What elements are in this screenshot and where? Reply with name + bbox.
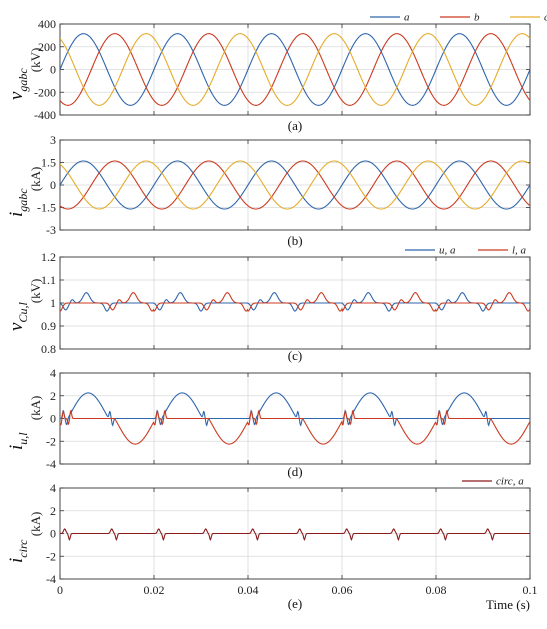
panel-caption: (c) xyxy=(288,348,302,363)
series-line-c xyxy=(60,33,530,106)
legend-label: circ, a xyxy=(496,476,524,488)
panel-a: 400 200 0 -200 -400 vgabc(kV) (a) a b c xyxy=(6,12,547,134)
y-axis-label-main: v xyxy=(6,91,27,100)
x-tick-label: 0.04 xyxy=(238,583,259,597)
y-axis-label: igabc xyxy=(6,188,30,217)
y-axis-label-main: i xyxy=(6,445,27,450)
panel-e: 4 2 0 -2 -4 icirc (kA) (e) circ, a 0 0.02 0.04 0.06 0… xyxy=(6,476,538,613)
y-tick-label: -400 xyxy=(34,108,56,122)
y-tick-label: 1.2 xyxy=(41,250,56,264)
x-tick-label: 0 xyxy=(57,583,63,597)
y-tick-label: -4 xyxy=(46,572,56,586)
series-line-c xyxy=(60,160,530,210)
panel-caption: (e) xyxy=(288,596,302,611)
y-tick-label: -3 xyxy=(46,223,56,237)
y-tick-label: 4 xyxy=(50,366,56,380)
legend-label: l, a xyxy=(512,245,527,257)
y-axis-label-sub: u,l xyxy=(16,432,30,445)
legend-label: b xyxy=(474,12,480,24)
y-tick-label: 200 xyxy=(38,40,56,54)
series-line-la xyxy=(60,292,530,312)
y-axis-label: icirc xyxy=(6,539,30,563)
x-axis-label: Time (s) xyxy=(486,597,530,612)
y-tick-label: 1.5 xyxy=(41,156,56,170)
y-tick-label: 0.9 xyxy=(41,319,56,333)
y-axis-label: vgabc xyxy=(6,68,30,100)
y-tick-label: 400 xyxy=(38,17,56,31)
y-tick-label: -2 xyxy=(46,549,56,563)
y-tick-label: -2 xyxy=(46,434,56,448)
y-tick-label: 0.8 xyxy=(41,342,56,356)
y-axis-unit: (kA) xyxy=(28,512,43,537)
legend-label: a xyxy=(404,12,410,24)
y-tick-label: 0 xyxy=(50,527,56,541)
y-tick-label: 4 xyxy=(50,481,56,495)
series-line-l xyxy=(60,409,530,445)
y-axis-label-sub: Cu,l xyxy=(16,302,30,323)
y-tick-label: 2 xyxy=(50,504,56,518)
legend-label: c xyxy=(544,12,547,24)
x-tick-label: 0.1 xyxy=(523,583,538,597)
y-axis-unit: (kA) xyxy=(28,396,43,421)
y-axis-label: iu,l xyxy=(6,432,30,450)
panel-caption: (b) xyxy=(287,233,302,248)
x-tick-label: 0.02 xyxy=(144,583,165,597)
y-axis-label: vCu,l xyxy=(6,302,30,331)
y-axis-label-main: i xyxy=(6,212,27,217)
series-line-a xyxy=(60,160,530,210)
y-tick-label: 0 xyxy=(50,178,56,192)
y-axis-label-sub: gabc xyxy=(16,68,30,92)
panel-d: 4 2 0 -2 -4 iu,l (kA) (d) xyxy=(6,366,531,479)
y-axis-unit: (kV) xyxy=(28,48,43,73)
panel-caption: (d) xyxy=(287,464,302,479)
y-tick-label: 1.1 xyxy=(41,273,56,287)
y-axis-label-main: i xyxy=(6,558,27,563)
panel-c: 1.2 1.1 1 0.9 0.8 vCu,l(kV) (c) u, a l, a xyxy=(6,245,531,363)
y-tick-label: -200 xyxy=(34,85,56,99)
y-tick-label: 2 xyxy=(50,389,56,403)
panel-b: 3 1.5 0 -1.5 -3 igabc(kA) (b) xyxy=(6,133,531,248)
y-axis-unit: (kA) xyxy=(28,167,43,192)
y-tick-label: 1 xyxy=(50,296,56,310)
y-axis-label-sub: gabc xyxy=(16,188,30,212)
y-tick-label: 0 xyxy=(50,63,56,77)
legend-label: u, a xyxy=(439,245,456,257)
y-tick-label: -4 xyxy=(46,457,56,471)
series-line-circa xyxy=(60,528,530,542)
y-axis-label-sub: circ xyxy=(16,539,30,558)
panel-caption: (a) xyxy=(288,118,302,133)
series-line-u xyxy=(60,392,530,427)
series-line-a xyxy=(60,33,530,106)
series-line-b xyxy=(60,33,530,106)
y-tick-label: -1.5 xyxy=(37,201,56,215)
x-tick-label: 0.06 xyxy=(332,583,353,597)
y-tick-label: 3 xyxy=(50,133,56,147)
y-tick-label: 0 xyxy=(50,412,56,426)
y-axis-label-main: v xyxy=(6,322,27,331)
x-tick-label: 0.08 xyxy=(426,583,447,597)
y-axis-unit: (kV) xyxy=(28,279,43,304)
series-line-b xyxy=(60,160,530,210)
